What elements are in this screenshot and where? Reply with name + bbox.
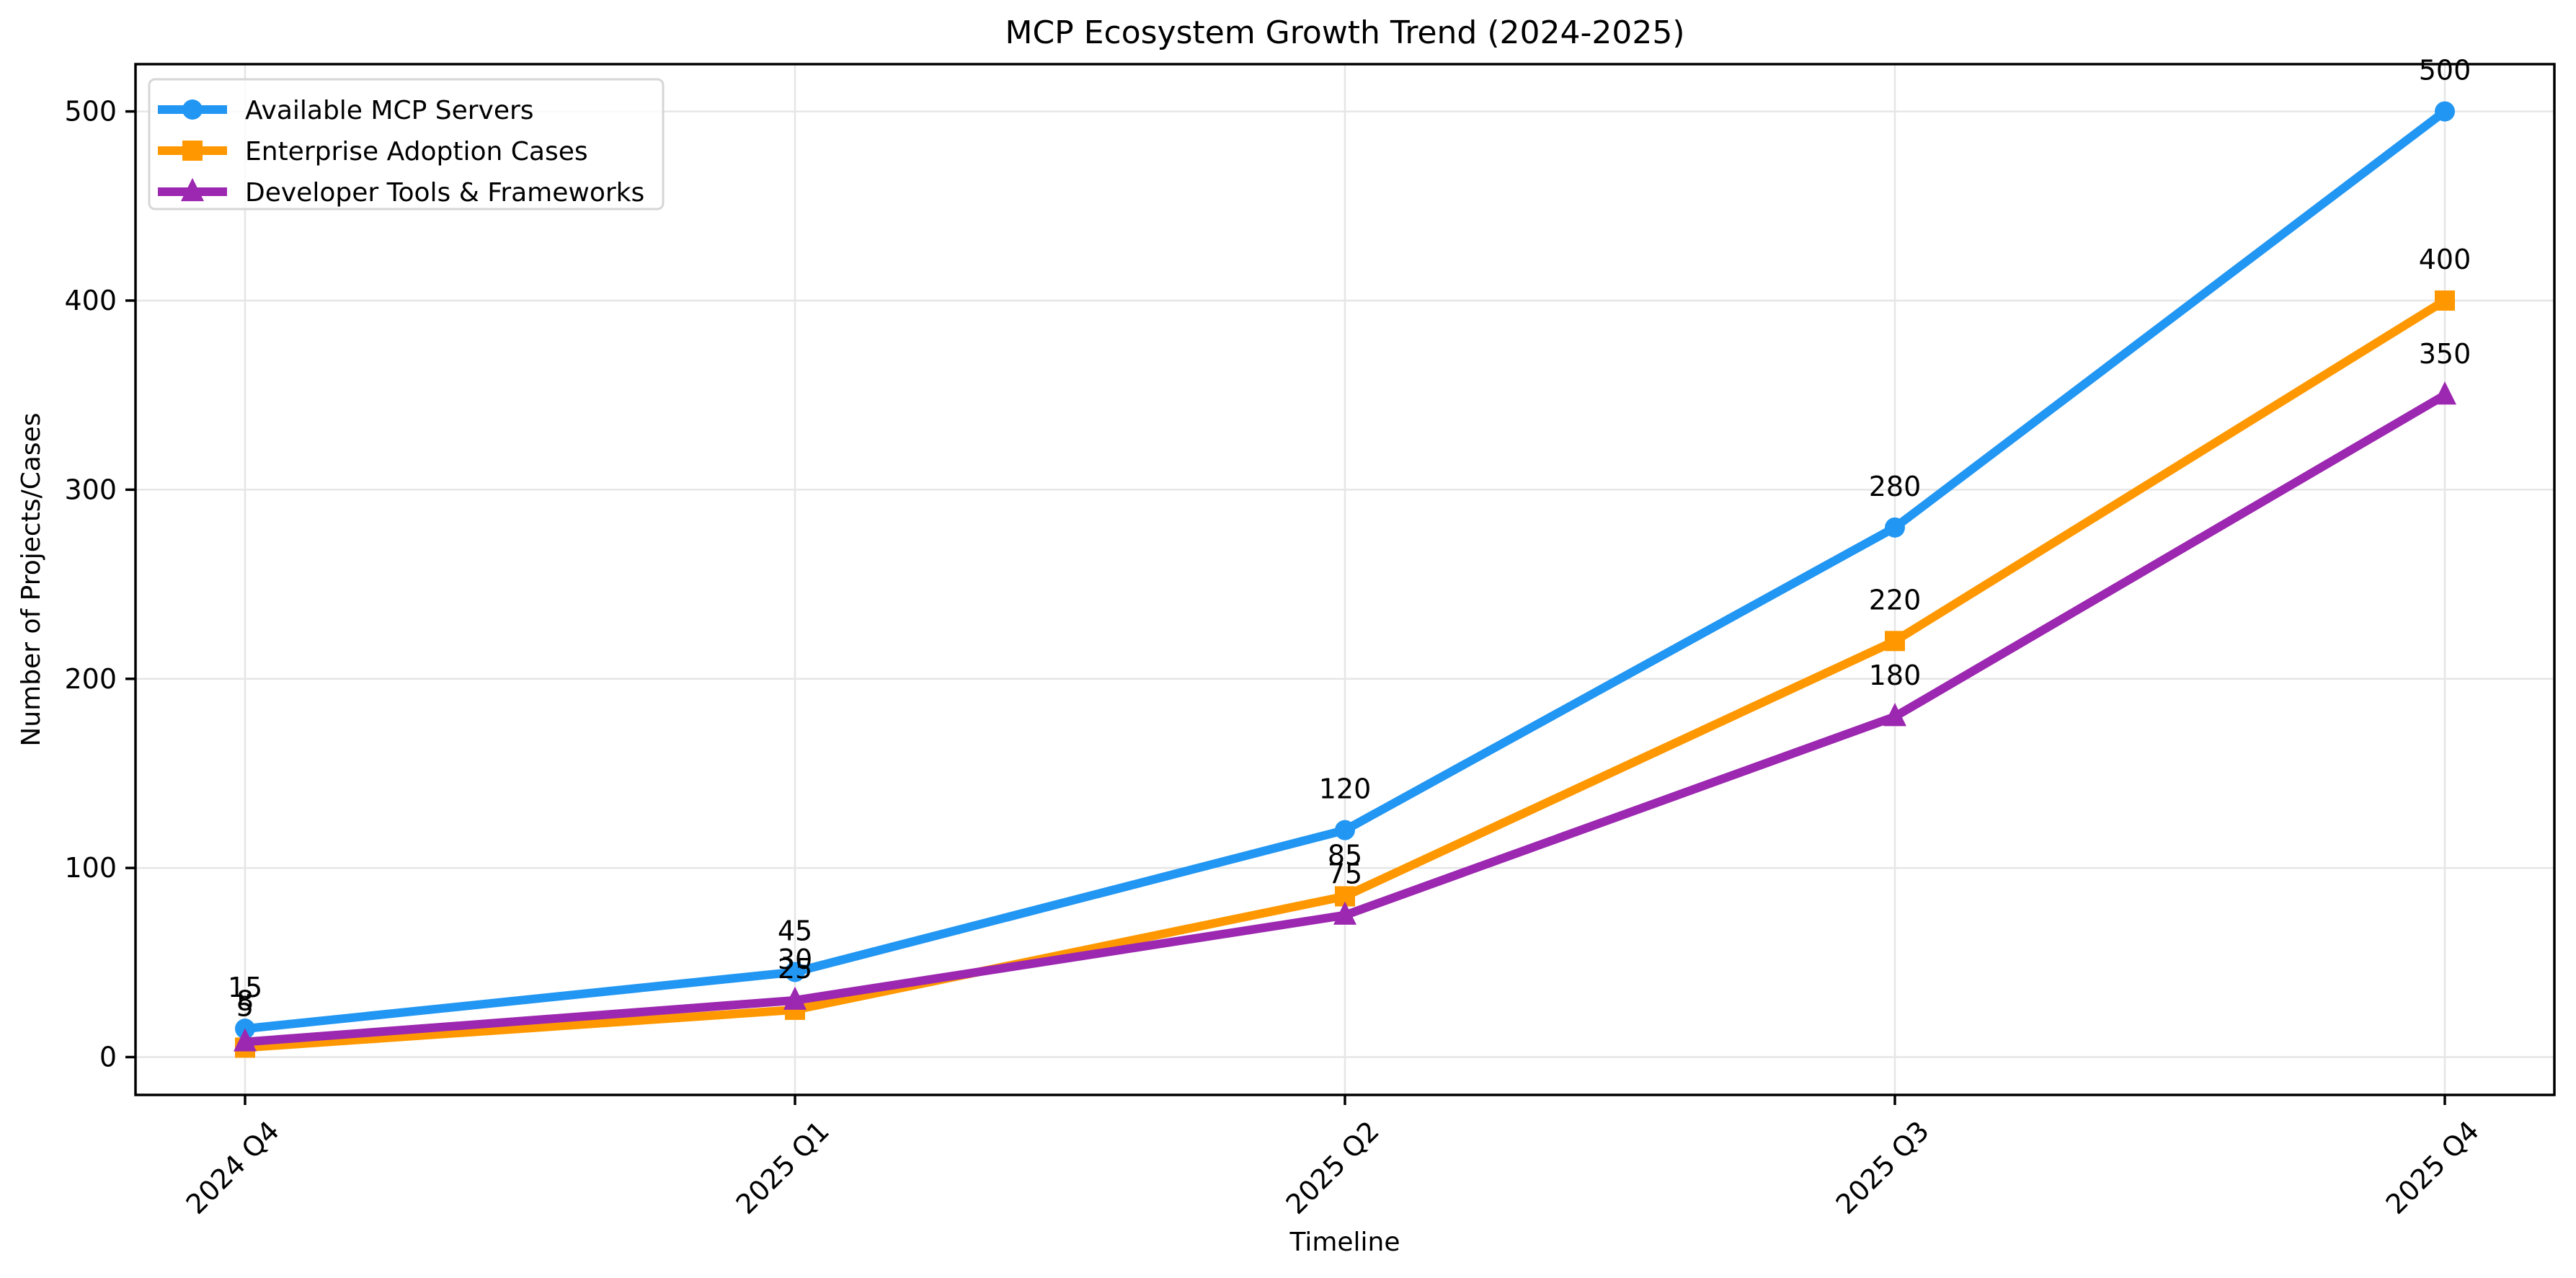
y-axis-label: Number of Projects/Cases (17, 412, 46, 746)
series-available-mcp-servers (235, 101, 2455, 1039)
series-developer-tools-frameworks (234, 381, 2456, 1052)
legend-item: Enterprise Adoption Cases (158, 137, 588, 167)
square-marker-icon (182, 141, 203, 161)
data-label: 280 (1869, 471, 1922, 502)
y-tick-label: 400 (64, 285, 117, 316)
legend-frame (148, 78, 665, 210)
data-point-marker (783, 986, 807, 1010)
y-tick-label: 300 (64, 474, 117, 505)
data-label: 15 (228, 972, 262, 1003)
data-label: 500 (2419, 55, 2471, 86)
legend-item: Developer Tools & Frameworks (158, 177, 644, 208)
x-tick-label: 2024 Q4 (180, 1115, 285, 1220)
data-point-marker (1333, 901, 1356, 925)
data-point-marker (2435, 101, 2455, 122)
data-label: 5 (236, 990, 254, 1022)
data-point-marker (1335, 820, 1355, 840)
data-label: 85 (1328, 839, 1362, 871)
data-label: 8 (236, 985, 254, 1017)
chart-title: MCP Ecosystem Growth Trend (2024-2025) (1005, 14, 1685, 51)
data-point-marker (2435, 290, 2455, 311)
data-point-marker (1883, 703, 1906, 727)
x-tick-label: 2025 Q3 (1830, 1115, 1935, 1220)
data-label: 75 (1328, 858, 1362, 890)
legend-label: Developer Tools & Frameworks (245, 178, 644, 208)
data-point-marker (785, 962, 805, 982)
data-point-marker (2433, 381, 2456, 405)
y-tick-label: 100 (64, 852, 117, 884)
data-label: 45 (778, 915, 812, 946)
data-label: 25 (778, 953, 812, 985)
data-label: 180 (1869, 660, 1922, 691)
x-axis-label: Timeline (1289, 1228, 1400, 1257)
triangle-marker-icon (181, 177, 204, 202)
data-label: 220 (1869, 584, 1922, 616)
data-label: 350 (2419, 338, 2471, 370)
data-point-marker (234, 1028, 257, 1052)
data-label-layer: 15 45 120 280 500 5 25 85 220 400 8 30 75 180 350 (228, 55, 2471, 1023)
x-tick-label: 2025 Q1 (730, 1115, 835, 1220)
y-tick-label: 200 (64, 663, 117, 695)
series-layer (234, 101, 2456, 1058)
axes-layer: 0 100 200 300 400 500 2024 Q4 2025 Q1 2025 Q2 202… (64, 63, 2556, 1220)
data-point-marker (1885, 517, 1905, 538)
legend-item: Available MCP Servers (158, 96, 534, 125)
legend: Available MCP Servers Enterprise Adoption… (148, 78, 665, 210)
x-tick-label: 2025 Q2 (1280, 1115, 1385, 1220)
data-label: 30 (778, 944, 812, 975)
x-tick-label: 2025 Q4 (2380, 1115, 2485, 1220)
data-point-marker (1885, 631, 1905, 652)
y-tick-label: 0 (99, 1042, 117, 1073)
y-tick-label: 500 (64, 96, 117, 128)
legend-label: Available MCP Servers (245, 96, 534, 125)
grid-layer (136, 64, 2554, 1095)
legend-label: Enterprise Adoption Cases (245, 137, 588, 167)
data-label: 400 (2419, 244, 2471, 275)
data-label: 120 (1319, 773, 1372, 805)
circle-marker-icon (182, 99, 203, 120)
